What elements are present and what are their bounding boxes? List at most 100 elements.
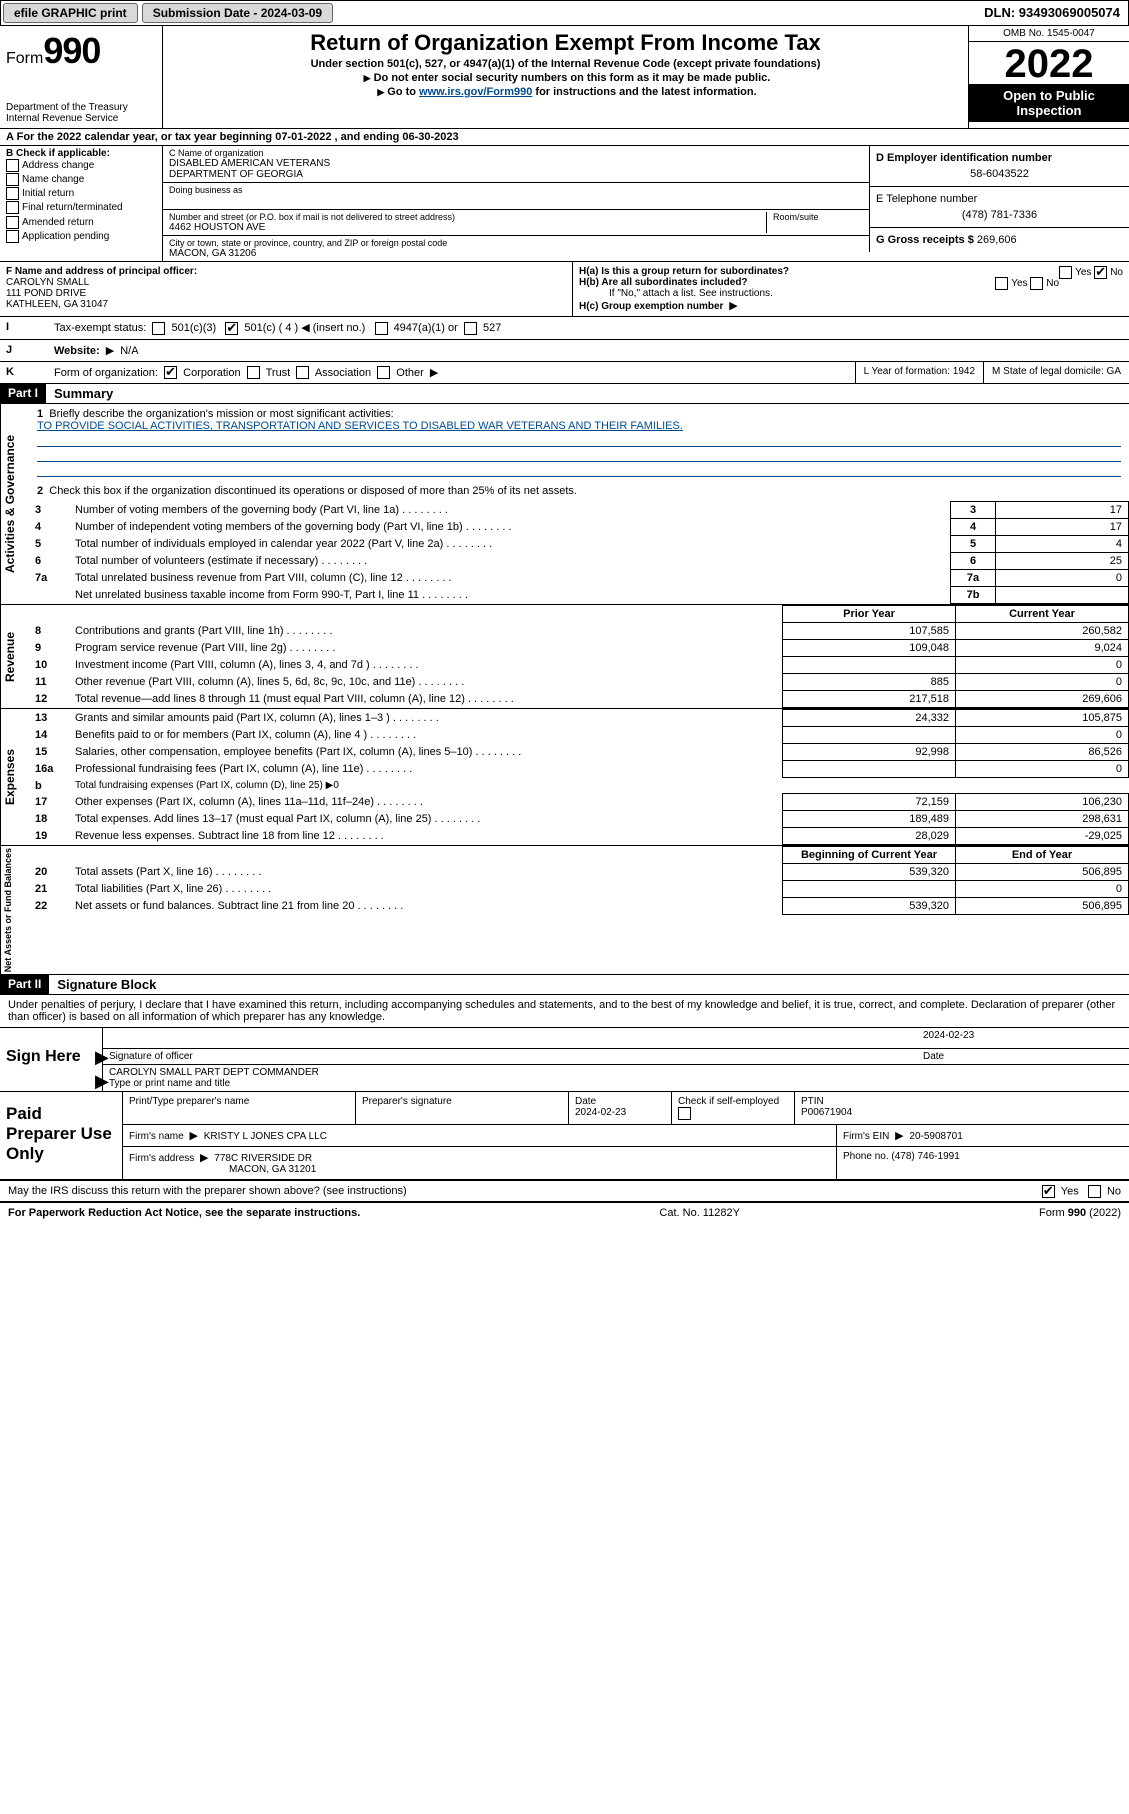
- part2-badge: Part II: [0, 975, 49, 994]
- firm-name-lbl: Firm's name: [129, 1131, 186, 1142]
- arrow-icon: [374, 86, 387, 98]
- date-label: Date: [923, 1051, 1123, 1062]
- irs-link[interactable]: www.irs.gov/Form990: [419, 86, 532, 98]
- table-expenses: 13Grants and similar amounts paid (Part …: [29, 709, 1129, 845]
- org-name-1: DISABLED AMERICAN VETERANS: [169, 158, 863, 169]
- checkbox-hb-no[interactable]: [1030, 277, 1043, 290]
- lbl-yes3: Yes: [1061, 1186, 1079, 1198]
- line-a: A For the 2022 calendar year, or tax yea…: [0, 129, 1129, 146]
- footer: For Paperwork Reduction Act Notice, see …: [0, 1203, 1129, 1223]
- status-text: Tax-exempt status:: [54, 322, 146, 334]
- tax-year: 2022: [969, 42, 1129, 84]
- dept-treasury: Department of the Treasury: [6, 102, 156, 113]
- row-tax-status: I Tax-exempt status: 501(c)(3) 501(c) ( …: [0, 317, 1129, 340]
- box-h: H(a) Is this a group return for subordin…: [573, 262, 1129, 316]
- box-e-label: E Telephone number: [876, 193, 1123, 205]
- dept-irs: Internal Revenue Service: [6, 113, 156, 124]
- table-row: 8Contributions and grants (Part VIII, li…: [29, 623, 1129, 640]
- checkbox-assoc[interactable]: [296, 366, 309, 379]
- checkbox-501c3[interactable]: [152, 322, 165, 335]
- box-g-label: G Gross receipts $: [876, 234, 974, 246]
- box-m: M State of legal domicile: GA: [983, 362, 1129, 384]
- sig-officer-label: Signature of officer: [109, 1051, 193, 1062]
- street-label: Number and street (or P.O. box if mail i…: [169, 212, 766, 222]
- lbl-no: No: [1110, 267, 1123, 278]
- firm-name: KRISTY L JONES CPA LLC: [204, 1131, 327, 1142]
- box-f: F Name and address of principal officer:…: [0, 262, 573, 316]
- table-row: 10Investment income (Part VIII, column (…: [29, 657, 1129, 674]
- table-row: 5Total number of individuals employed in…: [29, 536, 1129, 553]
- table-row: 17Other expenses (Part IX, column (A), l…: [29, 794, 1129, 811]
- lbl-527: 527: [483, 322, 501, 334]
- firm-addr-lbl: Firm's address: [129, 1153, 197, 1164]
- checkbox-527[interactable]: [464, 322, 477, 335]
- submission-date-button[interactable]: Submission Date - 2024-03-09: [142, 3, 333, 23]
- firm-ein: 20-5908701: [909, 1131, 962, 1142]
- lbl-no2: No: [1046, 278, 1059, 289]
- table-row: Net unrelated business taxable income fr…: [29, 587, 1129, 604]
- checkbox-other[interactable]: [377, 366, 390, 379]
- lbl-init: Initial return: [22, 188, 74, 199]
- checkbox-ha-no[interactable]: [1094, 266, 1107, 279]
- table-row: 9Program service revenue (Part VIII, lin…: [29, 640, 1129, 657]
- prep-check: Check if self-employed: [678, 1096, 779, 1107]
- arrow-icon: [427, 367, 441, 379]
- box-c: C Name of organization DISABLED AMERICAN…: [163, 146, 869, 261]
- checkbox-initial[interactable]: [6, 187, 19, 200]
- table-row: 13Grants and similar amounts paid (Part …: [29, 710, 1129, 727]
- officer-sub: Type or print name and title: [109, 1078, 319, 1089]
- lbl-insert: (insert no.): [313, 322, 366, 334]
- public-inspection: Open to Public Inspection: [969, 84, 1129, 122]
- boxes-defg: D Employer identification number 58-6043…: [869, 146, 1129, 261]
- checkbox-trust[interactable]: [247, 366, 260, 379]
- checkbox-4947[interactable]: [375, 322, 388, 335]
- checkbox-hb-yes[interactable]: [995, 277, 1008, 290]
- checkbox-corp[interactable]: [164, 366, 177, 379]
- checkbox-pending[interactable]: [6, 230, 19, 243]
- firm-addr1: 778C RIVERSIDE DR: [214, 1153, 312, 1164]
- box-b-title: B Check if applicable:: [6, 148, 156, 159]
- lbl-k: K: [0, 362, 48, 384]
- ha-label: H(a) Is this a group return for subordin…: [579, 266, 789, 277]
- arrow-icon: [892, 1131, 906, 1142]
- table-governance: 3Number of voting members of the governi…: [29, 501, 1129, 604]
- checkbox-amended[interactable]: [6, 216, 19, 229]
- prep-date-lbl: Date: [575, 1096, 596, 1107]
- street-value: 4462 HOUSTON AVE: [169, 222, 766, 233]
- efile-print-button[interactable]: efile GRAPHIC print: [3, 3, 138, 23]
- ptin-value: P00671904: [801, 1107, 852, 1118]
- paid-preparer-block: Paid Preparer Use Only Print/Type prepar…: [0, 1092, 1129, 1181]
- arrow-icon: [197, 1153, 211, 1164]
- table-header-row: bBeginning of Current YearEnd of Year: [29, 847, 1129, 864]
- subtitle-1: Under section 501(c), 527, or 4947(a)(1)…: [167, 58, 964, 70]
- checkbox-501c[interactable]: [225, 322, 238, 335]
- lbl-app: Application pending: [22, 231, 109, 242]
- checkbox-name-change[interactable]: [6, 173, 19, 186]
- part2-header-row: Part II Signature Block: [0, 975, 1129, 995]
- officer-name-title: CAROLYN SMALL PART DEPT COMMANDER: [109, 1067, 319, 1078]
- website-text: Website:: [54, 345, 100, 357]
- form-number: 990: [43, 30, 100, 71]
- checkbox-discuss-no[interactable]: [1088, 1185, 1101, 1198]
- part1-governance: Activities & Governance 1 Briefly descri…: [0, 404, 1129, 605]
- table-header-row: bPrior YearCurrent Year: [29, 606, 1129, 623]
- mission-line: [37, 462, 1121, 477]
- section-fh: F Name and address of principal officer:…: [0, 262, 1129, 317]
- table-row: 20Total assets (Part X, line 16)539,3205…: [29, 864, 1129, 881]
- box-c-label: C Name of organization: [169, 148, 863, 158]
- phone-value: (478) 781-7336: [876, 205, 1123, 221]
- lbl-amend: Amended return: [22, 217, 94, 228]
- checkbox-ha-yes[interactable]: [1059, 266, 1072, 279]
- lbl-501c4: 501(c) ( 4 ): [244, 322, 298, 334]
- checkbox-addr-change[interactable]: [6, 159, 19, 172]
- table-revenue: bPrior YearCurrent Year8Contributions an…: [29, 605, 1129, 708]
- officer-addr2: KATHLEEN, GA 31047: [6, 299, 566, 310]
- checkbox-self-employed[interactable]: [678, 1107, 691, 1120]
- table-row: 12Total revenue—add lines 8 through 11 (…: [29, 691, 1129, 708]
- lbl-final: Final return/terminated: [22, 203, 123, 214]
- checkbox-discuss-yes[interactable]: [1042, 1185, 1055, 1198]
- checkbox-final[interactable]: [6, 201, 19, 214]
- box-l: L Year of formation: 1942: [855, 362, 983, 384]
- phone-lbl: Phone no.: [843, 1151, 891, 1162]
- table-row: 16aProfessional fundraising fees (Part I…: [29, 761, 1129, 778]
